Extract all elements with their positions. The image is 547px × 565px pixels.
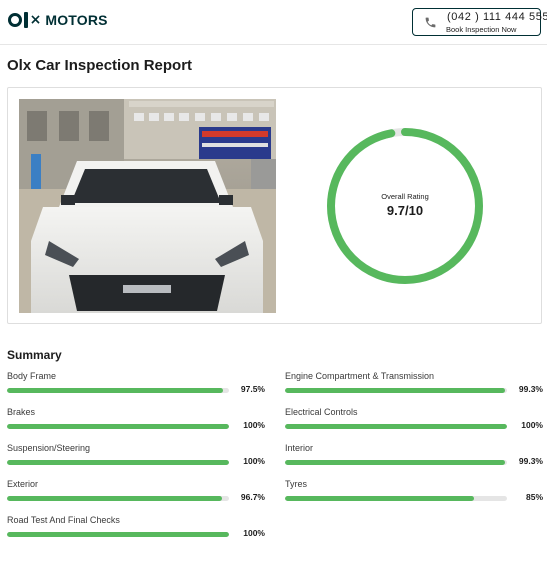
metric-road-test: Road Test And Final Checks 100% [7, 515, 265, 545]
metric-exterior: Exterior 96.7% [7, 479, 265, 509]
car-photo [19, 99, 276, 313]
progress-track [7, 388, 229, 393]
progress-track [285, 496, 507, 501]
metric-suspension-steering: Suspension/Steering 100% [7, 443, 265, 473]
metric-engine-compartment: Engine Compartment & Transmission 99.3% [285, 371, 543, 401]
metric-value: 99.3% [518, 456, 543, 466]
metric-value: 97.5% [240, 384, 265, 394]
top-header: × MOTORS (042 ) 111 444 555 Book Inspect… [0, 0, 547, 45]
metric-label: Brakes [7, 407, 36, 417]
phone-number: (042 ) 111 444 555 [447, 11, 547, 23]
metric-value: 85% [525, 492, 543, 502]
metric-label: Road Test And Final Checks [7, 515, 120, 525]
metric-value: 100% [521, 420, 543, 430]
progress-track [285, 388, 507, 393]
progress-track [7, 496, 229, 501]
progress-fill [7, 424, 229, 429]
metric-label: Tyres [285, 479, 308, 489]
metric-label: Electrical Controls [285, 407, 358, 417]
progress-fill [7, 496, 222, 501]
metric-value: 100% [243, 528, 265, 538]
metric-value: 99.3% [518, 384, 543, 394]
page-title: Olx Car Inspection Report [7, 57, 193, 74]
progress-fill [285, 388, 506, 393]
metric-label: Interior [285, 443, 314, 453]
progress-fill [285, 460, 506, 465]
phone-icon [425, 17, 436, 28]
book-inspection-label: Book Inspection Now [446, 25, 517, 34]
progress-track [285, 460, 507, 465]
progress-fill [7, 388, 224, 393]
logo-text: MOTORS [45, 12, 108, 28]
inspection-report-card: Overall Rating 9.7/10 [7, 87, 542, 324]
progress-track [7, 424, 229, 429]
progress-fill [285, 424, 507, 429]
overall-rating-ring [327, 128, 483, 284]
metric-value: 100% [243, 420, 265, 430]
metric-value: 100% [243, 456, 265, 466]
progress-track [285, 424, 507, 429]
rating-ring-fill [327, 128, 483, 284]
metric-tyres: Tyres 85% [285, 479, 543, 509]
overall-rating-label: Overall Rating [381, 192, 429, 201]
book-inspection-button[interactable]: (042 ) 111 444 555 Book Inspection Now [412, 8, 547, 36]
metric-label: Body Frame [7, 371, 57, 381]
olx-logo-icon: × [8, 12, 41, 28]
metric-value: 96.7% [240, 492, 265, 502]
metric-label: Engine Compartment & Transmission [285, 371, 435, 381]
metric-brakes: Brakes 100% [7, 407, 265, 437]
metric-label: Suspension/Steering [7, 443, 91, 453]
metric-label: Exterior [7, 479, 39, 489]
metric-electrical-controls: Electrical Controls 100% [285, 407, 543, 437]
metric-interior: Interior 99.3% [285, 443, 543, 473]
progress-fill [7, 460, 229, 465]
metric-body-frame: Body Frame 97.5% [7, 371, 265, 401]
progress-fill [285, 496, 474, 501]
progress-track [7, 460, 229, 465]
progress-track [7, 532, 229, 537]
overall-rating-value: 9.7/10 [386, 203, 424, 218]
summary-title: Summary [7, 348, 62, 362]
progress-fill [7, 532, 229, 537]
olx-motors-logo[interactable]: × MOTORS [8, 12, 108, 28]
